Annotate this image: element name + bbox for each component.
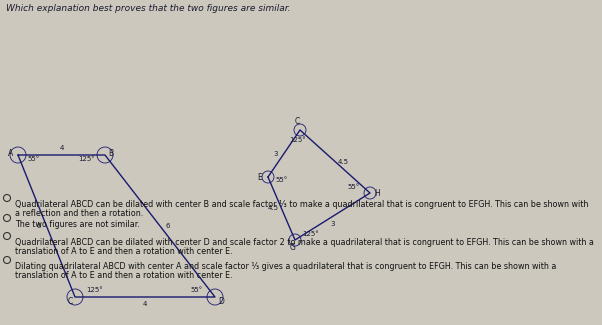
- Text: 55°: 55°: [191, 287, 203, 293]
- Text: translation of A to E and then a rotation with center E.: translation of A to E and then a rotatio…: [15, 271, 232, 280]
- Text: 125°: 125°: [87, 287, 104, 293]
- Text: H: H: [374, 188, 380, 198]
- Text: 4: 4: [143, 301, 147, 307]
- Text: Which explanation best proves that the two figures are similar.: Which explanation best proves that the t…: [6, 4, 291, 13]
- Text: 125°: 125°: [290, 137, 306, 143]
- Text: D: D: [218, 297, 224, 306]
- Text: Quadrilateral ABCD can be dilated with center B and scale factor ⅓ to make a qua: Quadrilateral ABCD can be dilated with c…: [15, 200, 588, 209]
- Text: B: B: [108, 149, 114, 158]
- Text: translation of A to E and then a rotation with center E.: translation of A to E and then a rotatio…: [15, 247, 232, 256]
- Text: 4.5: 4.5: [268, 205, 279, 212]
- Text: G: G: [290, 242, 296, 252]
- Text: 6: 6: [166, 223, 170, 229]
- Text: Dilating quadrilateral ABCD with center A and scale factor ⅓ gives a quadrilater: Dilating quadrilateral ABCD with center …: [15, 262, 556, 271]
- Text: 55°: 55°: [276, 177, 288, 183]
- Text: 4: 4: [60, 145, 64, 151]
- Text: C: C: [67, 297, 73, 306]
- Text: a reflection and then a rotation.: a reflection and then a rotation.: [15, 209, 143, 218]
- Text: Quadrilateral ABCD can be dilated with center D and scale factor 2 to make a qua: Quadrilateral ABCD can be dilated with c…: [15, 238, 594, 247]
- Text: E: E: [258, 173, 262, 181]
- Text: C: C: [294, 118, 300, 126]
- Text: The two figures are not similar.: The two figures are not similar.: [15, 220, 140, 229]
- Text: A: A: [8, 149, 14, 158]
- Text: 55°: 55°: [348, 184, 360, 190]
- Text: 6: 6: [36, 223, 41, 229]
- Text: 125°: 125°: [303, 231, 320, 237]
- Text: 3: 3: [330, 222, 335, 227]
- Text: 55°: 55°: [28, 156, 40, 162]
- Text: 4.5: 4.5: [338, 159, 349, 164]
- Text: 125°: 125°: [79, 156, 95, 162]
- Text: 3: 3: [274, 150, 278, 157]
